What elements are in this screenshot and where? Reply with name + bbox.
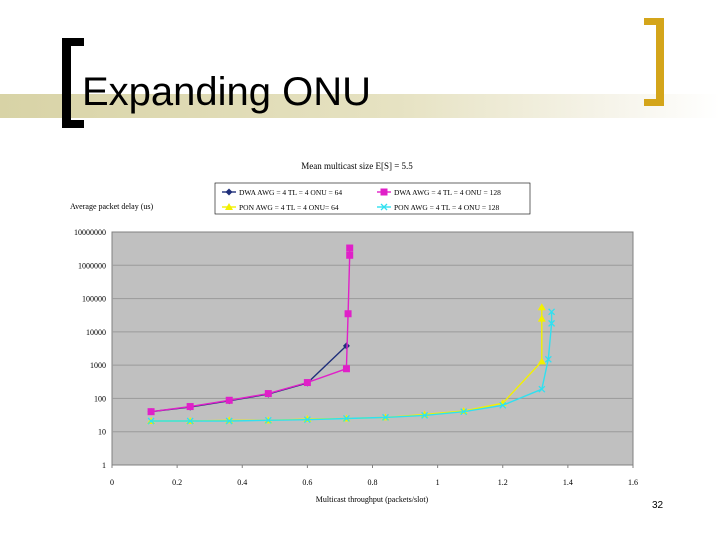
- data-point: [538, 385, 546, 393]
- data-point: [225, 396, 233, 404]
- data-point: [342, 415, 350, 422]
- legend-label: PON AWG = 4 TL = 4 ONU= 64: [239, 203, 339, 212]
- slide-title: Expanding ONU: [82, 70, 372, 114]
- data-point: [303, 379, 311, 387]
- data-point: [186, 403, 194, 411]
- data-point: [380, 203, 388, 211]
- right-bracket-top: [644, 18, 664, 25]
- y-tick-label: 10: [98, 428, 106, 437]
- data-point: [537, 314, 546, 322]
- title-band: [0, 94, 720, 118]
- data-point: [544, 355, 552, 363]
- grid-layer: [112, 264, 633, 433]
- data-point: [225, 188, 233, 196]
- x-tick-label: 0.8: [368, 478, 378, 487]
- data-point: [346, 251, 354, 259]
- data-point: [421, 411, 429, 419]
- legend-box: [214, 182, 531, 215]
- left-bracket-bottom: [62, 120, 84, 128]
- data-point: [264, 390, 272, 398]
- legend-item: DWA AWG = 4 TL = 4 ONU = 64: [222, 188, 342, 197]
- data-point: [499, 401, 507, 409]
- y-tick-label: 100: [94, 394, 106, 403]
- series-layer: [147, 244, 556, 425]
- chart-legend: DWA AWG = 4 TL = 4 ONU = 64 DWA AWG = 4 T…: [214, 182, 531, 215]
- data-point: [303, 416, 311, 424]
- x-tick-label: 0.4: [237, 478, 247, 487]
- page-number: 32: [652, 500, 664, 511]
- data-point: [460, 408, 468, 416]
- y-tick-label: 10000: [86, 328, 106, 337]
- x-tick-label: 1: [436, 478, 440, 487]
- x-tick-label: 1.2: [498, 478, 508, 487]
- data-point: [537, 303, 546, 311]
- x-axis-label: Multicast throughput (packets/slot): [316, 495, 429, 504]
- y-tick-label: 1000: [90, 361, 106, 370]
- data-point: [344, 310, 352, 318]
- series-line: [151, 311, 553, 422]
- plot-area: [111, 231, 634, 466]
- chart-title: Mean multicast size E[S] = 5.5: [301, 161, 413, 171]
- data-point: [380, 188, 388, 196]
- legend-label: DWA AWG = 4 TL = 4 ONU = 128: [394, 188, 501, 197]
- data-point: [342, 365, 350, 373]
- y-tick-label: 1: [102, 461, 106, 470]
- right-bracket-bottom: [644, 99, 664, 106]
- legend-item: PON AWG = 4 TL = 4 ONU = 128: [377, 203, 499, 212]
- legend-item: PON AWG = 4 TL = 4 ONU= 64: [222, 203, 339, 212]
- legend-label: DWA AWG = 4 TL = 4 ONU = 64: [239, 188, 342, 197]
- left-bracket-top: [62, 38, 84, 46]
- axis-layer: 1 10 100 1000 10000 100000 1000000 10000000 0 0.2…: [74, 228, 638, 487]
- x-tick-label: 0: [110, 478, 114, 487]
- right-bracket-decoration: [656, 18, 664, 106]
- series-2: [147, 244, 354, 416]
- x-tick-label: 1.4: [563, 478, 573, 487]
- data-point: [382, 413, 389, 421]
- data-point: [548, 308, 556, 316]
- y-tick-label: 100000: [82, 295, 106, 304]
- data-point: [186, 417, 194, 425]
- data-point: [537, 357, 546, 365]
- x-tick-label: 0.2: [172, 478, 182, 487]
- x-tick-label: 1.6: [628, 478, 638, 487]
- y-tick-label: 10000000: [74, 228, 106, 237]
- legend-item: DWA AWG = 4 TL = 4 ONU = 128: [377, 188, 501, 197]
- data-point: [548, 319, 556, 327]
- data-point: [264, 416, 272, 424]
- data-point: [225, 417, 233, 425]
- data-point: [346, 244, 354, 252]
- legend-label: PON AWG = 4 TL = 4 ONU = 128: [394, 203, 499, 212]
- y-axis-label: Average packet delay (us): [70, 202, 153, 211]
- series-4: [147, 308, 556, 425]
- data-point: [147, 417, 155, 425]
- data-point: [147, 408, 155, 416]
- left-bracket-decoration: [62, 38, 71, 128]
- x-tick-label: 0.6: [302, 478, 312, 487]
- y-tick-label: 1000000: [78, 261, 106, 270]
- data-point: [225, 203, 233, 210]
